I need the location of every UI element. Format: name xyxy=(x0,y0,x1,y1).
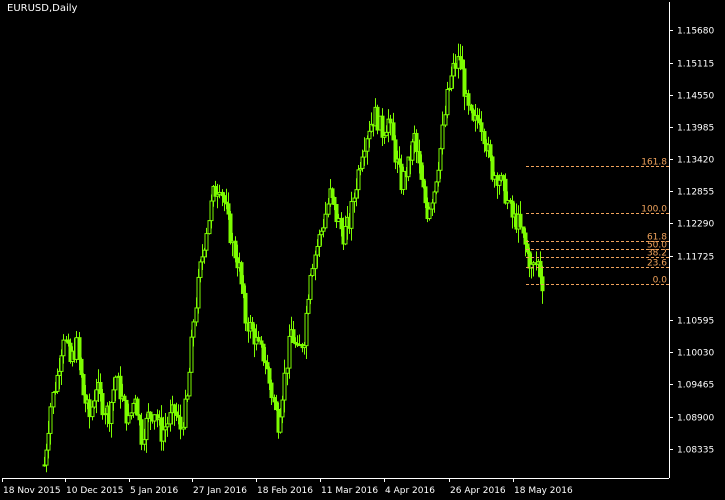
fib-level[interactable]: 161.8 xyxy=(526,158,669,168)
candle xyxy=(386,109,391,143)
candle xyxy=(291,320,296,344)
price-tick-label: 1.11725 xyxy=(677,253,714,263)
candle xyxy=(118,366,123,409)
fib-level[interactable]: 38.2 xyxy=(526,249,669,259)
date-tick-label: 10 Dec 2015 xyxy=(66,486,124,496)
candle xyxy=(269,379,274,405)
fib-label: 50.0 xyxy=(647,241,667,251)
candle xyxy=(135,396,140,416)
candle xyxy=(334,204,339,228)
candle xyxy=(466,89,471,115)
candle xyxy=(391,112,396,141)
date-tick-label: 18 Feb 2016 xyxy=(257,486,313,496)
candle xyxy=(518,201,523,230)
candle xyxy=(479,111,484,142)
candle xyxy=(414,129,419,164)
date-tick-label: 11 Mar 2016 xyxy=(321,486,378,496)
candle xyxy=(139,412,144,451)
candle xyxy=(159,405,164,451)
price-tick-label: 1.09465 xyxy=(677,381,714,391)
candle xyxy=(243,285,248,332)
price-tick-label: 1.10595 xyxy=(677,317,714,327)
candle xyxy=(440,111,445,155)
date-tick-label: 18 Nov 2015 xyxy=(3,486,61,496)
candle xyxy=(362,137,367,166)
candle xyxy=(369,112,374,133)
price-tick-label: 1.12290 xyxy=(677,220,714,230)
price-tick-label: 1.14550 xyxy=(677,92,714,102)
fib-level[interactable]: 23.6 xyxy=(526,259,669,269)
price-tick-label: 1.15680 xyxy=(677,27,714,37)
fib-label: 38.2 xyxy=(647,249,667,259)
candle xyxy=(308,273,313,305)
price-tick-label: 1.13420 xyxy=(677,156,714,166)
candle xyxy=(410,138,415,166)
fib-level[interactable]: 61.8 xyxy=(526,233,669,243)
price-tick-label: 1.12855 xyxy=(677,188,714,198)
candle xyxy=(527,247,532,278)
candle xyxy=(427,206,432,221)
date-tick-label: 18 May 2016 xyxy=(514,486,573,496)
price-tick-label: 1.08335 xyxy=(677,446,714,456)
fib-level[interactable]: 100.0 xyxy=(526,205,669,215)
candle xyxy=(456,43,461,79)
candle xyxy=(401,166,406,196)
candle xyxy=(113,375,118,402)
fib-label: 23.6 xyxy=(647,259,667,269)
candle xyxy=(191,319,196,347)
candle xyxy=(178,404,183,440)
candle xyxy=(445,81,450,119)
fib-label: 0.0 xyxy=(653,276,668,286)
date-tick-label: 5 Jan 2016 xyxy=(130,486,178,496)
date-tick-label: 4 Apr 2016 xyxy=(385,486,435,496)
candle xyxy=(434,180,439,195)
candle xyxy=(109,401,114,438)
fib-label: 161.8 xyxy=(641,158,667,168)
candle xyxy=(207,220,212,235)
candle xyxy=(323,201,328,230)
candle xyxy=(81,373,86,396)
price-tick-label: 1.10030 xyxy=(677,349,714,359)
fibonacci-levels[interactable]: 161.8 100.0 61.850.038.223.6 0.0 xyxy=(526,158,669,286)
candle xyxy=(165,416,170,437)
candle xyxy=(126,403,131,426)
candle xyxy=(48,402,53,445)
fib-level[interactable]: 0.0 xyxy=(526,276,669,286)
fib-level[interactable]: 50.0 xyxy=(526,241,669,251)
candle xyxy=(228,211,233,245)
symbol-label: EURUSD,Daily xyxy=(7,3,78,14)
fib-label: 100.0 xyxy=(641,205,667,215)
candle xyxy=(349,191,354,241)
candle-series xyxy=(42,43,545,473)
candle xyxy=(388,114,393,136)
candle xyxy=(365,135,370,165)
price-tick-label: 1.15115 xyxy=(677,60,714,70)
candle xyxy=(310,263,315,278)
candle xyxy=(265,354,270,370)
candle xyxy=(475,107,480,129)
fib-label: 61.8 xyxy=(647,233,667,243)
candle xyxy=(282,359,287,413)
axes: 1.15680 1.15115 1.14550 1.13985 1.13420 1.128… xyxy=(2,2,714,496)
candle xyxy=(100,388,105,420)
candle xyxy=(144,413,149,453)
date-tick-label: 27 Jan 2016 xyxy=(193,486,247,496)
candle xyxy=(250,316,255,331)
candle xyxy=(256,331,261,343)
date-tick-label: 26 Apr 2016 xyxy=(450,486,506,496)
candle xyxy=(122,393,127,401)
candle xyxy=(380,108,385,146)
candle xyxy=(61,334,66,364)
price-tick-label: 1.13985 xyxy=(677,124,714,134)
candle xyxy=(204,227,209,258)
price-tick-label: 1.08900 xyxy=(677,414,714,424)
candle xyxy=(393,135,398,170)
